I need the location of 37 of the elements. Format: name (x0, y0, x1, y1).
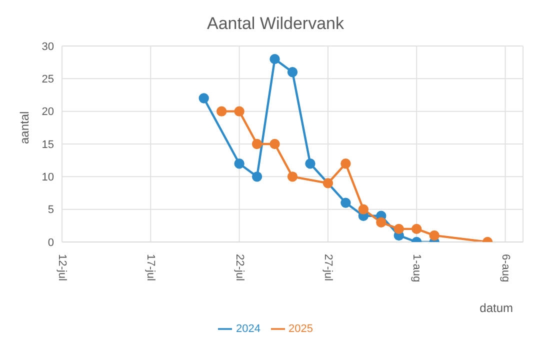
point (287, 67, 298, 78)
point (270, 138, 280, 150)
point (252, 172, 262, 182)
y-tick-label: 0 (48, 236, 54, 249)
point (234, 106, 244, 116)
y-tick-label: 5 (48, 204, 54, 216)
point (305, 158, 316, 169)
legend-label: 2025 (288, 322, 313, 335)
x-tick-label: 12-jul (56, 254, 68, 281)
point (412, 224, 422, 234)
x-tick-label: 6-aug (499, 254, 512, 282)
chart-title: Aantal Wildervank (206, 14, 345, 34)
y-tick-label: 25 (42, 74, 54, 86)
x-tick-label: 1-aug (410, 254, 423, 282)
point (376, 217, 386, 228)
point (394, 224, 404, 234)
x-tick-label: 27-jul (322, 254, 334, 281)
point (340, 158, 351, 169)
point (234, 158, 244, 169)
y-tick-label: 20 (42, 106, 54, 118)
y-tick-label: 30 (42, 40, 54, 53)
point (429, 230, 440, 241)
y-axis-title: aantal (17, 111, 32, 144)
point (216, 106, 227, 116)
point (287, 172, 298, 182)
point (358, 204, 369, 214)
point (252, 138, 262, 150)
y-tick-label: 15 (42, 138, 54, 151)
point (322, 178, 334, 188)
y-tick-label: 10 (42, 172, 54, 184)
point (340, 198, 351, 208)
point (198, 93, 209, 104)
point (270, 54, 280, 64)
x-tick-label: 17-jul (144, 254, 157, 281)
legend-label: 2024 (236, 322, 260, 335)
x-axis-title: datum (480, 301, 513, 315)
x-tick-label: 22-jul (233, 254, 246, 281)
